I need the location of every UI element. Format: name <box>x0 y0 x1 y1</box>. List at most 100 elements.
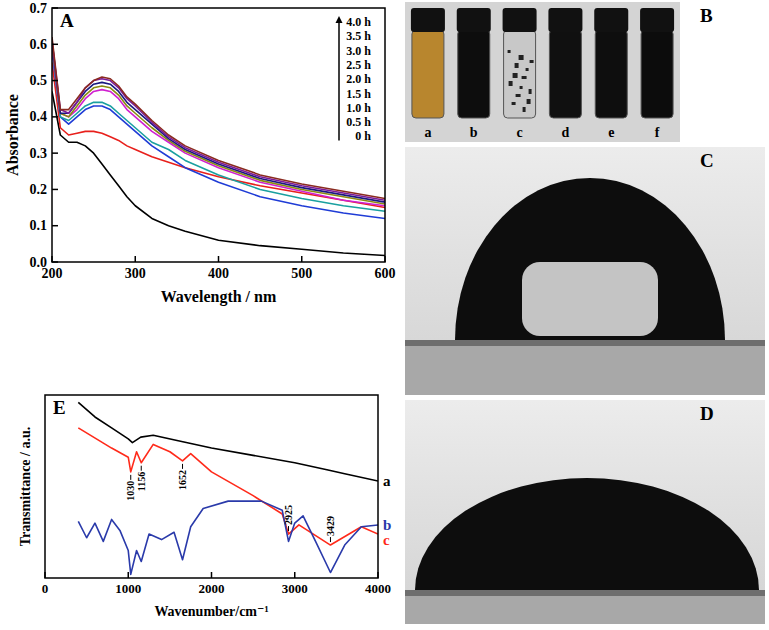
y-tick <box>52 261 58 263</box>
x-tick-label: 400 <box>208 266 229 281</box>
annotation: 1652 <box>177 470 188 490</box>
panel-1: 01000200030004000Wavenumber/cm⁻¹Transmit… <box>18 395 392 619</box>
legend-label: 0 h <box>355 129 371 143</box>
legend-arrow-head <box>336 16 343 23</box>
panel-letter: E <box>53 397 66 418</box>
x-tick-label: 600 <box>375 266 396 281</box>
x-tick-label: 3000 <box>282 581 308 596</box>
x-tick <box>301 256 303 262</box>
vial-speck <box>515 63 519 68</box>
annotation: 3429 <box>325 516 336 536</box>
series-line <box>52 41 385 201</box>
vial-label: a <box>424 125 431 140</box>
y-tick-label: 0.3 <box>30 146 48 161</box>
series-line <box>78 428 378 545</box>
surface-edge <box>405 590 765 596</box>
series-line <box>52 44 385 211</box>
annotation-line <box>130 475 131 480</box>
panel-letter: A <box>60 10 74 31</box>
annotation-line <box>182 464 183 469</box>
x-tick <box>44 572 46 578</box>
series-group <box>78 402 378 574</box>
y-tick-label: 0.6 <box>30 37 48 52</box>
annotation: 1030 <box>125 481 136 501</box>
y-tick-label: 0.4 <box>30 109 48 124</box>
x-tick <box>51 256 53 262</box>
x-tick-label: 0 <box>42 581 49 596</box>
vial-speck <box>529 89 532 94</box>
droplet <box>415 478 759 590</box>
legend-label: 1.0 h <box>346 101 371 115</box>
vial <box>504 30 536 118</box>
photo-vials: abcdefB <box>405 2 713 142</box>
x-tick <box>384 256 386 262</box>
vial-speck <box>512 102 516 105</box>
figure: 2003004005006000.00.10.20.30.40.50.60.7W… <box>0 0 769 630</box>
surface <box>405 340 765 395</box>
series-line <box>52 44 385 205</box>
surface <box>405 590 765 624</box>
vial-speck <box>520 86 523 89</box>
y-tick <box>52 225 58 227</box>
droplet <box>455 178 725 340</box>
vial <box>595 30 627 118</box>
panel-letter: D <box>700 403 714 424</box>
y-axis-title: Absorbance <box>4 94 21 176</box>
vial-cap <box>411 8 445 32</box>
vial-cap <box>640 8 674 32</box>
annotation-line <box>288 526 289 531</box>
vial <box>549 30 581 118</box>
x-tick <box>128 572 130 578</box>
series-line <box>52 41 385 202</box>
panel-letter: B <box>700 5 713 26</box>
vial-cap <box>548 8 582 32</box>
annotation-line <box>330 537 331 542</box>
x-tick-label: 300 <box>125 266 146 281</box>
vial-speck <box>513 73 518 78</box>
vial-cap <box>457 8 491 32</box>
y-tick <box>52 44 58 46</box>
x-tick-label: 500 <box>291 266 312 281</box>
photo-ground <box>405 400 765 624</box>
annotation-line <box>141 466 142 471</box>
plot-frame <box>45 395 378 578</box>
vial-speck <box>530 60 534 63</box>
y-tick <box>52 152 58 154</box>
vial-speck <box>516 94 521 97</box>
y-tick <box>52 7 58 9</box>
series-line <box>78 402 378 481</box>
y-tick <box>52 116 58 118</box>
x-tick <box>377 572 379 578</box>
x-tick <box>135 256 137 262</box>
y-tick-label: 0.1 <box>30 218 48 233</box>
series-line <box>52 37 385 198</box>
legend-label: 2.5 h <box>346 58 371 72</box>
photo-contact-angle: C <box>405 147 765 395</box>
series-label: c <box>383 532 390 548</box>
vial-speck <box>509 81 513 86</box>
annotation: 2925 <box>283 505 294 525</box>
legend-arrow <box>338 22 340 140</box>
droplet-reflection <box>522 262 658 336</box>
y-axis-title: Transmittance / a.u. <box>18 427 33 547</box>
vial <box>458 30 490 118</box>
panel-letter: C <box>700 150 714 171</box>
y-tick-label: 0.5 <box>30 73 48 88</box>
x-tick-label: 1000 <box>115 581 141 596</box>
vial-speck <box>526 68 529 71</box>
vial-label: c <box>516 125 522 140</box>
x-tick <box>294 572 296 578</box>
panel-0: 2003004005006000.00.10.20.30.40.50.60.7W… <box>4 1 396 306</box>
vial-speck <box>523 107 526 112</box>
annotation: 1156 <box>136 472 147 491</box>
vial-cap <box>594 8 628 32</box>
photo-ground <box>405 147 765 395</box>
x-tick-label: 4000 <box>365 581 391 596</box>
legend-label: 3.5 h <box>346 29 371 43</box>
vial-speck <box>522 76 527 79</box>
legend-label: 0.5 h <box>346 115 371 129</box>
vial-speck <box>508 50 511 53</box>
series-label: b <box>383 517 391 533</box>
legend-label: 1.5 h <box>346 87 371 101</box>
y-tick-label: 0.2 <box>30 182 48 197</box>
